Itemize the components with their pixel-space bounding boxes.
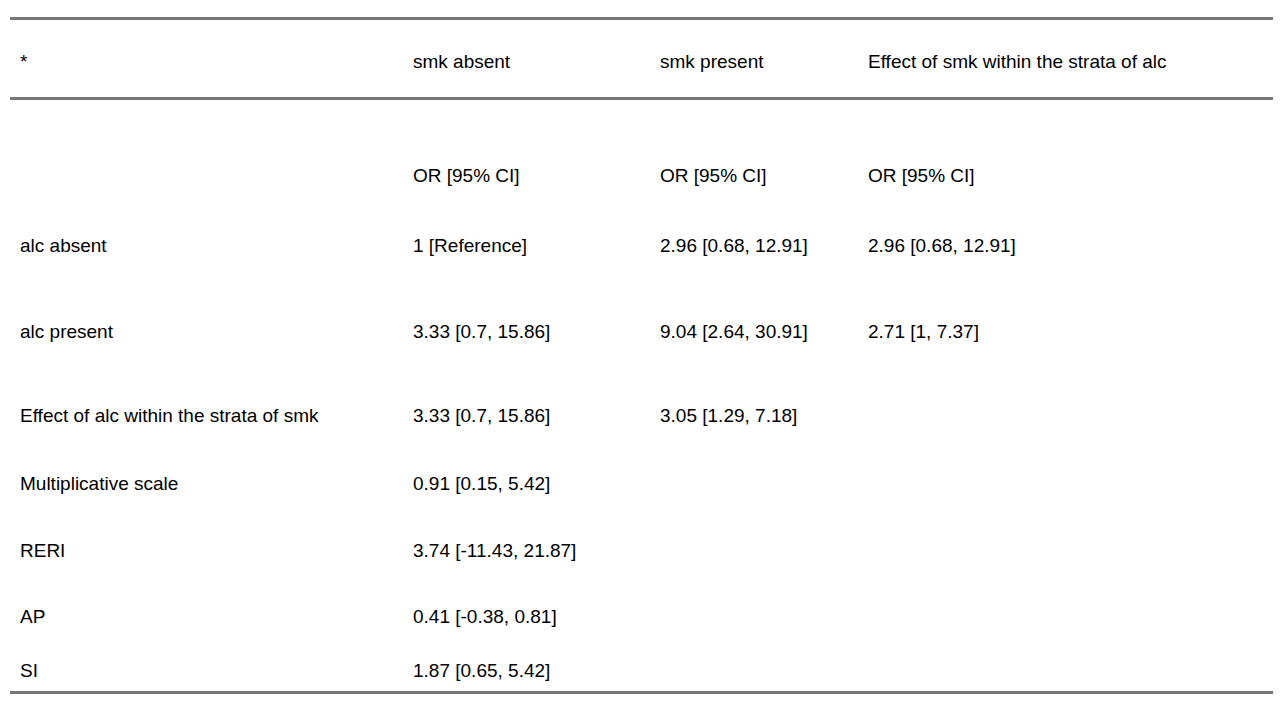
value-cell: 1.87 [0.65, 5.42] (403, 651, 650, 693)
value-cell: 2.96 [0.68, 12.91] (650, 211, 858, 281)
value-cell: 3.74 [-11.43, 21.87] (403, 519, 650, 583)
header-cell-effect-smk: Effect of smk within the strata of alc (858, 19, 1273, 99)
interaction-results-table: * smk absent smk present Effect of smk w… (10, 17, 1273, 694)
table-row-multiplicative-scale: Multiplicative scale 0.91 [0.15, 5.42] (10, 449, 1273, 519)
subheader-or-ci: OR [95% CI] (403, 141, 650, 211)
value-cell: 3.33 [0.7, 15.86] (403, 281, 650, 383)
empty-cell (858, 99, 1273, 141)
value-cell: 3.33 [0.7, 15.86] (403, 383, 650, 449)
empty-cell (403, 99, 650, 141)
value-cell (858, 583, 1273, 651)
row-label: AP (10, 583, 403, 651)
value-cell: 9.04 [2.64, 30.91] (650, 281, 858, 383)
row-label: alc present (10, 281, 403, 383)
header-cell-smk-present: smk present (650, 19, 858, 99)
value-cell: 0.41 [-0.38, 0.81] (403, 583, 650, 651)
page: * smk absent smk present Effect of smk w… (0, 0, 1280, 720)
table-row-effect-of-alc: Effect of alc within the strata of smk 3… (10, 383, 1273, 449)
row-label: RERI (10, 519, 403, 583)
header-row: * smk absent smk present Effect of smk w… (10, 19, 1273, 99)
value-cell (858, 383, 1273, 449)
row-label: alc absent (10, 211, 403, 281)
table-row-alc-absent: alc absent 1 [Reference] 2.96 [0.68, 12.… (10, 211, 1273, 281)
header-cell-smk-absent: smk absent (403, 19, 650, 99)
value-cell (650, 583, 858, 651)
row-label: SI (10, 651, 403, 693)
value-cell (650, 651, 858, 693)
spacer-row (10, 99, 1273, 141)
table-row-alc-present: alc present 3.33 [0.7, 15.86] 9.04 [2.64… (10, 281, 1273, 383)
value-cell (650, 519, 858, 583)
value-cell: 2.96 [0.68, 12.91] (858, 211, 1273, 281)
row-label: Effect of alc within the strata of smk (10, 383, 403, 449)
empty-cell (10, 99, 403, 141)
header-cell-asterisk: * (10, 19, 403, 99)
value-cell: 1 [Reference] (403, 211, 650, 281)
empty-cell (650, 99, 858, 141)
value-cell (858, 449, 1273, 519)
subheader-or-ci: OR [95% CI] (858, 141, 1273, 211)
table-row-si: SI 1.87 [0.65, 5.42] (10, 651, 1273, 693)
value-cell (858, 651, 1273, 693)
value-cell (650, 449, 858, 519)
subheader-row: OR [95% CI] OR [95% CI] OR [95% CI] (10, 141, 1273, 211)
value-cell: 2.71 [1, 7.37] (858, 281, 1273, 383)
value-cell: 0.91 [0.15, 5.42] (403, 449, 650, 519)
row-label: Multiplicative scale (10, 449, 403, 519)
table-row-reri: RERI 3.74 [-11.43, 21.87] (10, 519, 1273, 583)
row-label (10, 141, 403, 211)
table-row-ap: AP 0.41 [-0.38, 0.81] (10, 583, 1273, 651)
subheader-or-ci: OR [95% CI] (650, 141, 858, 211)
value-cell: 3.05 [1.29, 7.18] (650, 383, 858, 449)
value-cell (858, 519, 1273, 583)
